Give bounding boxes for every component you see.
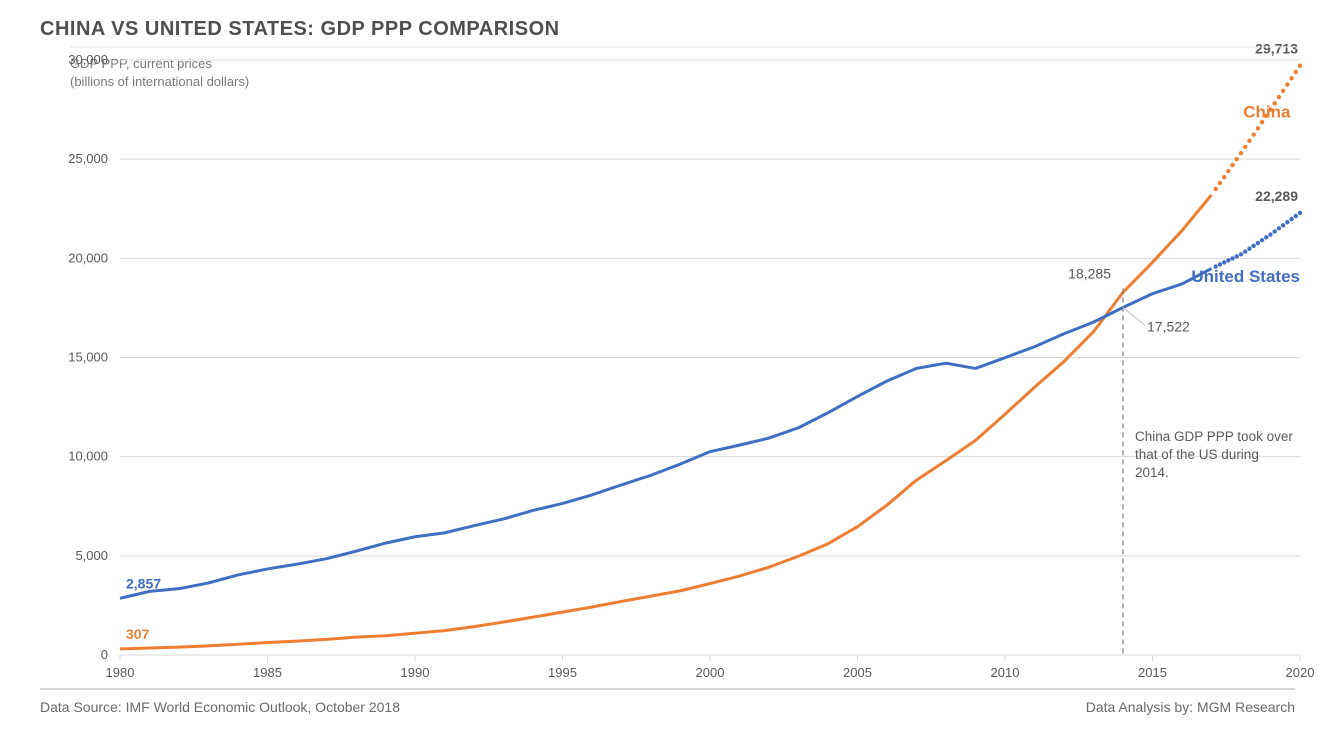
- svg-text:25,000: 25,000: [68, 151, 108, 166]
- svg-text:10,000: 10,000: [68, 449, 108, 464]
- us-series-label: United States: [1191, 267, 1300, 286]
- callout-bottom-label: 17,522: [1147, 318, 1190, 334]
- svg-text:2010: 2010: [991, 665, 1020, 680]
- svg-text:1980: 1980: [106, 665, 135, 680]
- us-end-label: 22,289: [1255, 188, 1298, 204]
- svg-text:2020: 2020: [1286, 665, 1315, 680]
- svg-text:0: 0: [101, 647, 108, 662]
- china-start-label: 307: [126, 626, 150, 642]
- us-start-label: 2,857: [126, 575, 161, 591]
- footer-analysis: Data Analysis by: MGM Research: [1086, 699, 1295, 715]
- y-axis-label-line2: (billions of international dollars): [70, 74, 249, 89]
- callout-note-2: that of the US during: [1135, 447, 1259, 462]
- svg-text:1995: 1995: [548, 665, 577, 680]
- china-series-label: China: [1243, 103, 1291, 122]
- svg-text:20,000: 20,000: [68, 250, 108, 265]
- svg-text:2015: 2015: [1138, 665, 1167, 680]
- svg-text:1985: 1985: [253, 665, 282, 680]
- svg-text:30,000: 30,000: [68, 52, 108, 67]
- china-end-label: 29,713: [1255, 41, 1298, 57]
- chart-page: CHINA VS UNITED STATES: GDP PPP COMPARIS…: [0, 0, 1335, 731]
- svg-text:15,000: 15,000: [68, 350, 108, 365]
- china-line: [120, 195, 1212, 649]
- callout-note-3: 2014.: [1135, 465, 1169, 480]
- svg-text:2005: 2005: [843, 665, 872, 680]
- svg-text:1990: 1990: [401, 665, 430, 680]
- footer-source: Data Source: IMF World Economic Outlook,…: [40, 699, 400, 715]
- gdp-line-chart: GDP PPP, current prices(billions of inte…: [0, 0, 1335, 731]
- callout-note-1: China GDP PPP took over: [1135, 429, 1293, 444]
- us-line: [120, 269, 1212, 599]
- svg-text:2000: 2000: [696, 665, 725, 680]
- svg-text:5,000: 5,000: [75, 548, 108, 563]
- callout-top-label: 18,285: [1068, 265, 1111, 281]
